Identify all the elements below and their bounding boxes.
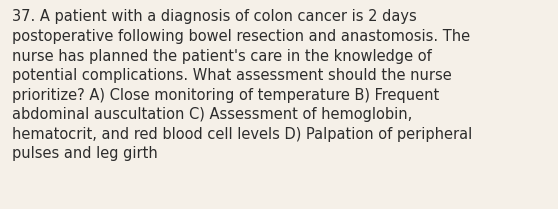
Text: 37. A patient with a diagnosis of colon cancer is 2 days
postoperative following: 37. A patient with a diagnosis of colon … <box>12 9 473 161</box>
